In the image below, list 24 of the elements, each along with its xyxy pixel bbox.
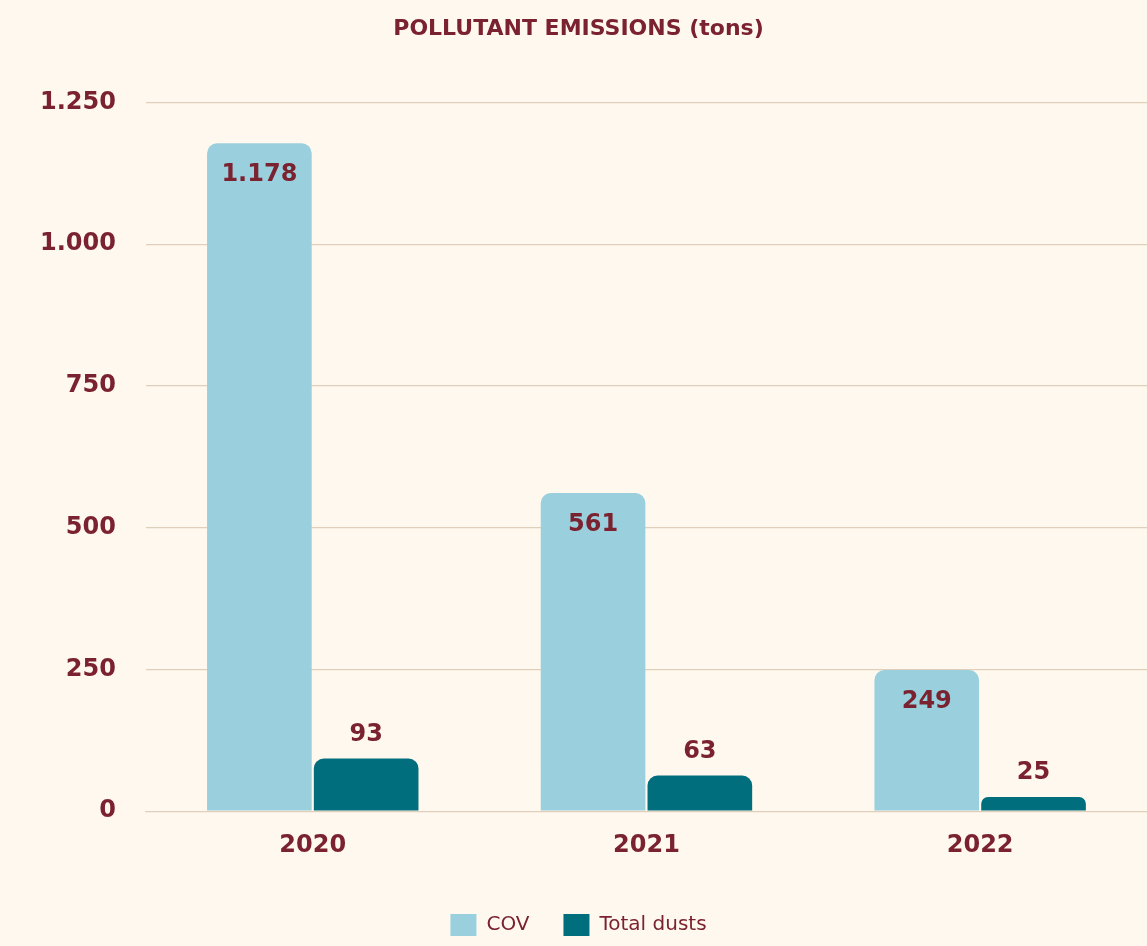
data-label: 25 xyxy=(1016,757,1051,786)
bar xyxy=(313,758,419,811)
chart-title: POLLUTANT EMISSIONS (tons) xyxy=(393,14,764,40)
y-tick-label: 1.250 xyxy=(39,86,116,115)
y-tick-label: 1.000 xyxy=(39,228,116,257)
bar xyxy=(540,493,646,811)
data-label: 63 xyxy=(683,735,717,764)
y-tick-label: 0 xyxy=(99,795,116,824)
y-tick-label: 750 xyxy=(65,370,116,399)
data-label: 93 xyxy=(349,718,383,747)
y-tick-label: 250 xyxy=(65,653,116,682)
data-label: 561 xyxy=(568,509,619,538)
x-tick-label: 2021 xyxy=(613,829,680,858)
legend-label: Total dusts xyxy=(598,911,707,936)
bar xyxy=(647,775,753,811)
legend-label: COV xyxy=(486,911,530,936)
data-label: 1.178 xyxy=(221,159,298,188)
x-tick-label: 2022 xyxy=(946,829,1014,858)
data-label: 249 xyxy=(901,686,952,715)
bar xyxy=(874,670,980,811)
x-tick-label: 2020 xyxy=(279,829,347,858)
y-tick-label: 500 xyxy=(65,511,116,540)
bar xyxy=(981,797,1086,811)
bar xyxy=(207,143,312,811)
